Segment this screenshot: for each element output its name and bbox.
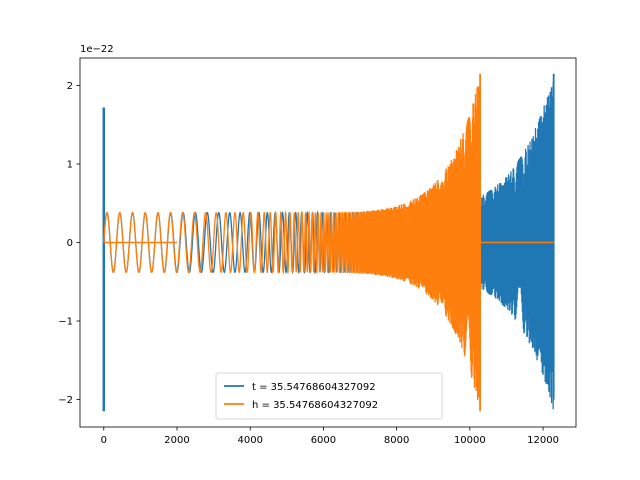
y-tick-label: 1 xyxy=(67,159,73,170)
legend-label: t = 35.54768604327092 xyxy=(252,382,376,393)
x-tick-label: 12000 xyxy=(527,435,559,446)
x-tick-label: 4000 xyxy=(237,435,262,446)
x-tick-label: 6000 xyxy=(311,435,336,446)
series-line xyxy=(103,86,481,403)
x-tick-label: 10000 xyxy=(454,435,486,446)
legend: t = 35.54768604327092 h = 35.547686043270… xyxy=(215,372,443,420)
legend-label: h = 35.54768604327092 xyxy=(252,400,378,411)
x-tick-label: 0 xyxy=(101,435,107,446)
series-layer xyxy=(102,73,555,412)
y-axis: −2 −1 0 1 2 xyxy=(58,81,80,406)
series-1 xyxy=(103,73,554,412)
x-tick-label: 2000 xyxy=(164,435,189,446)
legend-box xyxy=(215,372,443,420)
y-tick-label: 0 xyxy=(67,238,73,249)
y-tick-label: 2 xyxy=(67,81,73,92)
x-axis: 0 2000 4000 6000 8000 10000 12000 xyxy=(101,427,559,446)
y-tick-label: −1 xyxy=(58,317,73,328)
x-tick-label: 8000 xyxy=(384,435,409,446)
y-offset-label: 1e−22 xyxy=(80,44,114,55)
y-tick-label: −2 xyxy=(58,395,73,406)
